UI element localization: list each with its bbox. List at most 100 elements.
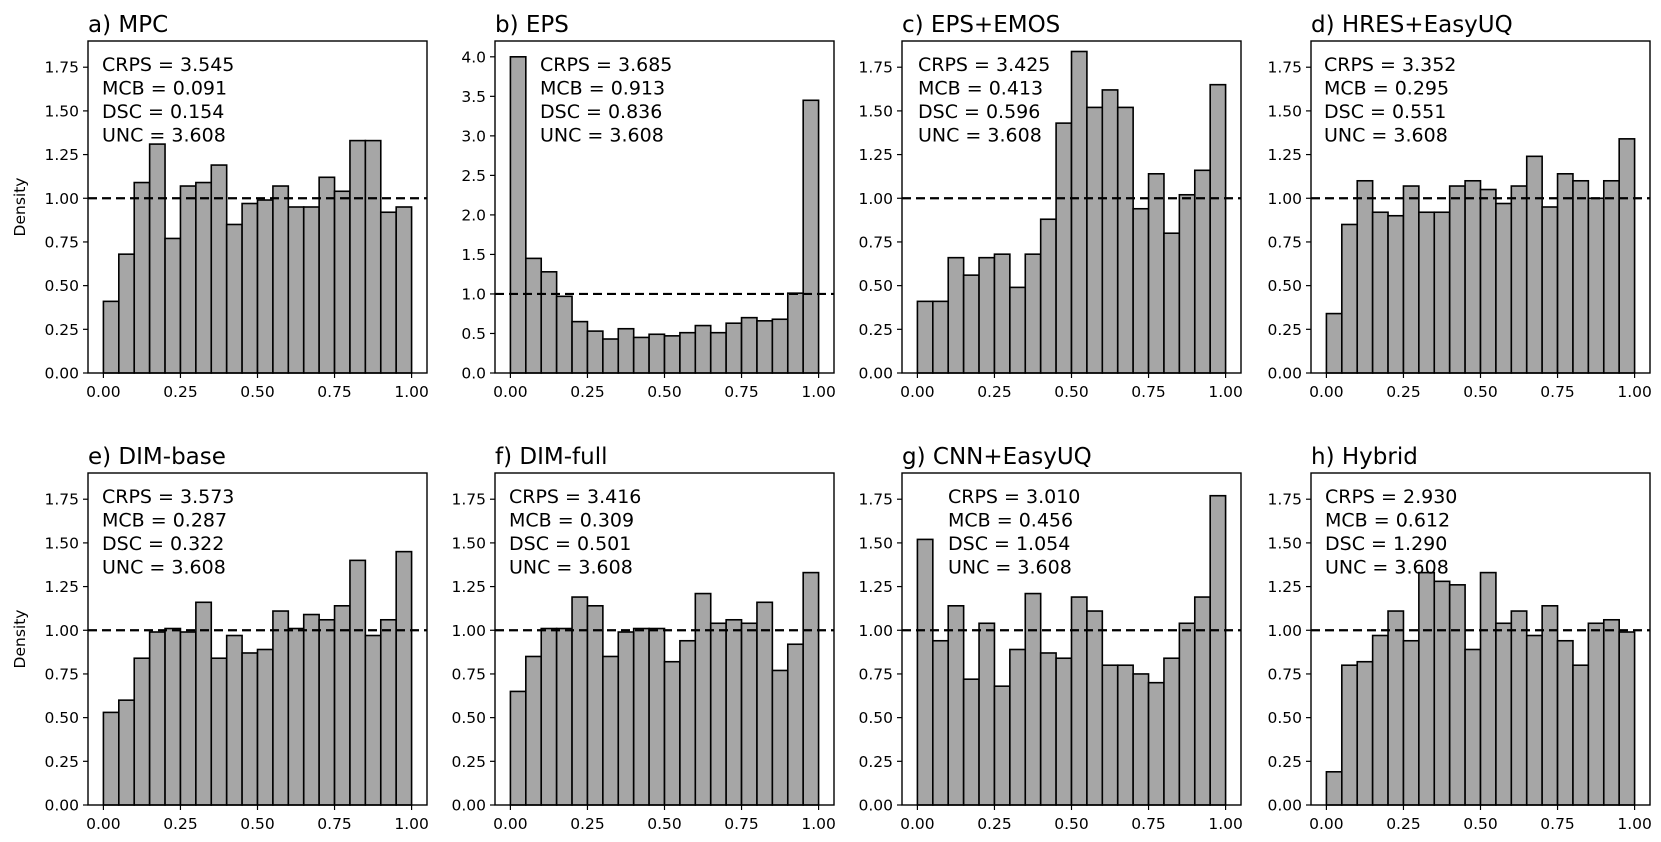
x-tick-label: 1.00 bbox=[1617, 815, 1652, 833]
y-tick-label: 1.25 bbox=[1267, 578, 1302, 596]
stat-annotation: MCB = 0.913 bbox=[540, 78, 665, 100]
stat-annotation: UNC = 3.608 bbox=[102, 557, 226, 579]
stat-annotation: CRPS = 3.425 bbox=[918, 54, 1050, 76]
histogram-bar bbox=[256, 199, 274, 374]
histogram-bar bbox=[287, 627, 305, 806]
stat-annotation: CRPS = 2.930 bbox=[1325, 486, 1457, 508]
histogram-bar bbox=[133, 181, 151, 374]
histogram-bar bbox=[932, 300, 950, 374]
y-tick-label: 1.00 bbox=[44, 622, 79, 640]
histogram-bar bbox=[195, 181, 213, 374]
histogram-bar bbox=[509, 690, 527, 806]
panel-title: a) MPC bbox=[88, 12, 168, 38]
histogram-bar bbox=[1163, 232, 1181, 374]
histogram-bar bbox=[179, 185, 197, 374]
histogram-bar bbox=[333, 190, 351, 374]
histogram-bar bbox=[1402, 639, 1420, 806]
histogram-bar bbox=[395, 206, 413, 374]
histogram-bar bbox=[648, 333, 666, 374]
histogram-bar bbox=[648, 627, 666, 806]
y-tick-label: 2.0 bbox=[461, 206, 486, 224]
y-tick-label: 0.00 bbox=[451, 797, 486, 815]
panel-title: h) Hybrid bbox=[1311, 444, 1418, 470]
y-tick-label: 1.00 bbox=[1267, 190, 1302, 208]
histogram-bar bbox=[349, 139, 367, 374]
histogram-bar bbox=[1086, 610, 1104, 806]
histogram-bar bbox=[1464, 179, 1482, 374]
stat-annotation: UNC = 3.608 bbox=[102, 125, 226, 147]
x-tick-label: 0.25 bbox=[570, 383, 605, 401]
histogram-bar bbox=[349, 559, 367, 806]
histogram-bar bbox=[302, 206, 320, 374]
stat-annotation: DSC = 0.596 bbox=[918, 101, 1040, 123]
stat-annotation: UNC = 3.608 bbox=[918, 125, 1042, 147]
x-tick-label: 0.25 bbox=[163, 383, 198, 401]
histogram-bar bbox=[555, 627, 573, 806]
stat-annotation: CRPS = 3.352 bbox=[1324, 54, 1456, 76]
x-tick-label: 0.25 bbox=[977, 383, 1012, 401]
y-tick-label: 1.75 bbox=[858, 491, 893, 509]
panel-4: 0.00 0.25 0.50 0.75 1.00 1.25 1.50 1.75 0.00 0.25… bbox=[11, 444, 429, 833]
histogram-bar bbox=[740, 316, 758, 374]
x-tick-label: 0.00 bbox=[1309, 383, 1344, 401]
y-tick-label: 1.50 bbox=[451, 534, 486, 552]
histogram-bar bbox=[241, 202, 259, 374]
histogram-bar bbox=[1132, 207, 1150, 374]
stat-annotation: CRPS = 3.416 bbox=[509, 486, 641, 508]
histogram-bar bbox=[1572, 664, 1590, 806]
x-tick-label: 1.00 bbox=[394, 815, 429, 833]
stat-annotation: DSC = 0.501 bbox=[509, 533, 631, 555]
panel-1: 0.0 0.5 1.0 1.5 2.0 2.5 3.0 3.5 4.0 0.00 0.25 0.50 0… bbox=[461, 12, 836, 401]
histogram-bar bbox=[756, 601, 774, 806]
panel-title: c) EPS+EMOS bbox=[902, 12, 1060, 38]
histogram-bar bbox=[771, 318, 789, 374]
histogram-bar bbox=[1101, 89, 1119, 374]
histogram-bar bbox=[1039, 218, 1057, 374]
histogram-bar bbox=[379, 618, 397, 806]
stat-annotation: MCB = 0.091 bbox=[102, 78, 227, 100]
x-tick-label: 0.50 bbox=[647, 383, 682, 401]
x-tick-label: 0.75 bbox=[317, 383, 352, 401]
y-tick-label: 0.50 bbox=[858, 709, 893, 727]
x-tick-label: 0.25 bbox=[1386, 383, 1421, 401]
histogram-bar bbox=[586, 604, 604, 806]
histogram-bar bbox=[225, 634, 243, 806]
histogram-bar bbox=[617, 631, 635, 806]
histogram-bar bbox=[786, 643, 804, 806]
panel-3: 0.00 0.25 0.50 0.75 1.00 1.25 1.50 1.75 0.00 0.25… bbox=[1267, 12, 1651, 401]
y-tick-label: 0.0 bbox=[461, 365, 486, 383]
x-tick-label: 0.50 bbox=[647, 815, 682, 833]
stat-annotation: DSC = 0.836 bbox=[540, 101, 662, 123]
x-tick-label: 0.00 bbox=[493, 815, 528, 833]
histogram-bar bbox=[1495, 202, 1513, 374]
histogram-bar bbox=[179, 631, 197, 806]
histogram-bar bbox=[509, 56, 527, 374]
x-tick-label: 0.75 bbox=[1131, 815, 1166, 833]
histogram-bar bbox=[1178, 193, 1196, 374]
histogram-bar bbox=[679, 331, 697, 374]
histogram-bar bbox=[525, 257, 543, 374]
stat-annotation: DSC = 0.322 bbox=[102, 533, 224, 555]
histogram-bar bbox=[1479, 188, 1497, 374]
histogram-bar bbox=[210, 164, 228, 374]
histogram-bar bbox=[802, 571, 820, 806]
histogram-bar bbox=[1433, 211, 1451, 374]
x-tick-label: 0.00 bbox=[493, 383, 528, 401]
y-tick-label: 1.00 bbox=[858, 622, 893, 640]
y-tick-label: 0.50 bbox=[44, 709, 79, 727]
y-tick-label: 0.25 bbox=[451, 753, 486, 771]
histogram-bar bbox=[1070, 596, 1088, 806]
y-tick-label: 0.5 bbox=[461, 325, 486, 343]
x-tick-label: 0.75 bbox=[1131, 383, 1166, 401]
y-tick-label: 0.25 bbox=[858, 321, 893, 339]
histogram-bar bbox=[632, 627, 650, 806]
x-tick-label: 0.50 bbox=[1054, 383, 1089, 401]
y-tick-label: 0.75 bbox=[1267, 233, 1302, 251]
histogram-bar bbox=[602, 655, 620, 806]
histogram-bar bbox=[916, 300, 934, 374]
histogram-bar bbox=[1356, 179, 1374, 374]
histogram-bar bbox=[540, 271, 558, 374]
histogram-bar bbox=[802, 99, 820, 374]
y-tick-label: 1.50 bbox=[1267, 102, 1302, 120]
